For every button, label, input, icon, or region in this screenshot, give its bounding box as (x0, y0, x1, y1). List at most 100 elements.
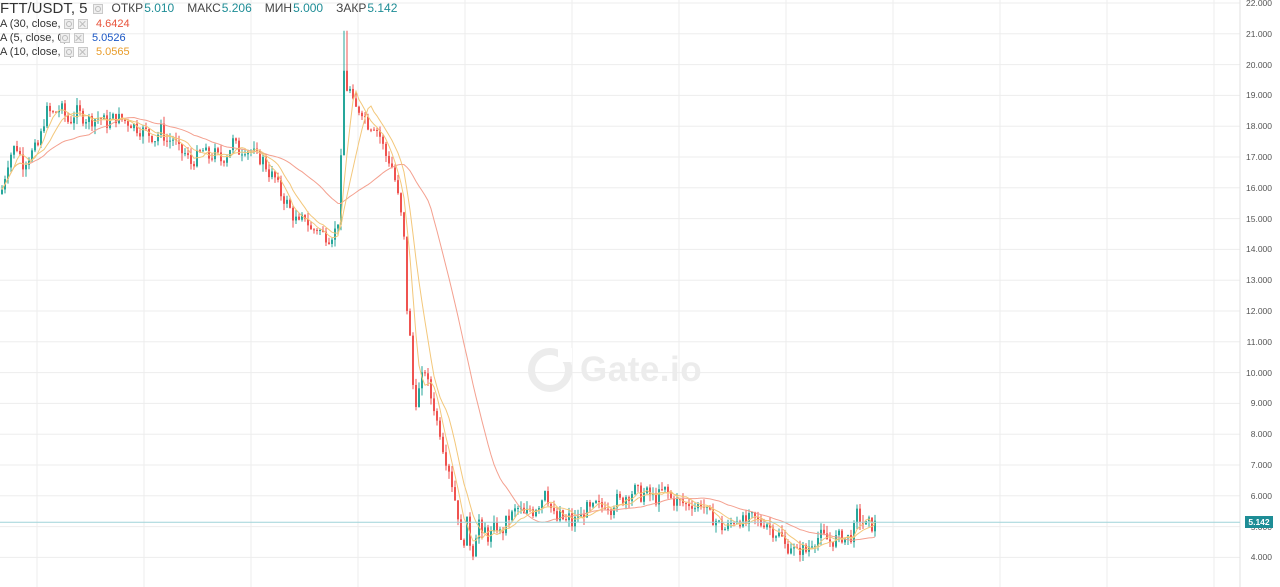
candle-body (265, 156, 267, 170)
candle-body (277, 177, 279, 180)
candle-body (136, 123, 138, 134)
candle-body (238, 140, 240, 155)
candle-body (673, 497, 675, 506)
ma10-remove-icon[interactable] (78, 47, 88, 57)
candle-body (853, 523, 855, 543)
candle-body (763, 525, 765, 528)
candle-body (49, 105, 51, 112)
candle-body (58, 110, 60, 113)
candle-body (391, 163, 393, 168)
candle-body (472, 545, 474, 557)
candle-body (427, 373, 429, 380)
y-tick-label: 20.000 (1246, 59, 1272, 70)
candle-body (598, 500, 600, 503)
candle-body (751, 512, 753, 514)
candle-body (370, 129, 372, 131)
candle-body (424, 372, 426, 374)
candle-body (13, 146, 15, 155)
candle-body (721, 520, 723, 531)
candle-body (94, 119, 96, 127)
candle-body (397, 180, 399, 194)
candle-body (154, 141, 156, 143)
candle-body (133, 123, 135, 129)
ma30-row: A (30, close, 0) 4.6424 (0, 17, 403, 31)
candle-body (802, 544, 804, 555)
candle-body (649, 487, 651, 496)
candle-body (271, 171, 273, 178)
candle-body (208, 147, 210, 159)
candle-body (712, 509, 714, 526)
candle-body (784, 536, 786, 544)
low-value: 5.000 (293, 1, 324, 15)
candle-body (778, 532, 780, 537)
candle-body (412, 335, 414, 385)
candle-body (838, 530, 840, 536)
high-label: МАКС (187, 1, 221, 15)
candle-body (106, 115, 108, 128)
candle-body (748, 513, 750, 524)
candle-body (799, 547, 801, 555)
candle-body (571, 513, 573, 527)
candle-body (442, 436, 444, 453)
candle-body (475, 538, 477, 557)
candle-body (715, 520, 717, 526)
chart-legend: FTT/USDT, 5 ОТКР 5.010 МАКС 5.206 МИН 5.000… (0, 0, 403, 59)
candle-body (301, 214, 303, 220)
candle-body (811, 546, 813, 548)
candle-body (418, 388, 420, 408)
candle-body (82, 110, 84, 124)
candle-body (7, 167, 9, 180)
candle-body (196, 150, 198, 167)
candle-body (313, 229, 315, 231)
candle-body (385, 143, 387, 156)
candle-body (874, 520, 876, 532)
candle-body (100, 117, 102, 119)
candle-body (841, 530, 843, 543)
candle-body (124, 119, 126, 121)
candle-body (769, 524, 771, 528)
ma30-settings-icon[interactable] (64, 19, 74, 29)
candle-body (331, 239, 333, 244)
candle-body (550, 503, 552, 508)
candle-body (505, 515, 507, 534)
ma5-value: 5.0526 (92, 32, 126, 44)
ma30-remove-icon[interactable] (78, 19, 88, 29)
candle-body (592, 502, 594, 507)
y-tick-label: 14.000 (1246, 244, 1272, 255)
candle-body (169, 140, 171, 142)
y-tick-label: 6.000 (1250, 490, 1272, 501)
candle-body (283, 196, 285, 204)
candle-body (733, 522, 735, 524)
candle-body (724, 529, 726, 531)
candle-body (346, 70, 348, 91)
y-tick-label: 21.000 (1246, 28, 1272, 39)
candle-body (112, 113, 114, 119)
candle-body (286, 199, 288, 204)
ma5-remove-icon[interactable] (74, 33, 84, 43)
candle-body (211, 158, 213, 160)
candle-body (31, 150, 33, 161)
candle-body (787, 543, 789, 554)
candle-body (352, 88, 354, 99)
settings-icon[interactable] (92, 3, 103, 14)
candle-body (526, 508, 528, 514)
y-tick-label: 9.000 (1250, 398, 1272, 409)
ma10-settings-icon[interactable] (64, 47, 74, 57)
candle-body (349, 88, 351, 91)
candle-body (244, 154, 246, 156)
candle-body (139, 133, 141, 137)
candle-body (511, 511, 513, 520)
candle-body (859, 508, 861, 523)
candle-body (379, 130, 381, 137)
candle-body (805, 544, 807, 552)
candle-body (865, 520, 867, 525)
candle-body (145, 127, 147, 129)
candle-body (496, 522, 498, 532)
ma5-settings-icon[interactable] (60, 33, 70, 43)
candle-body (577, 516, 579, 518)
candle-body (151, 135, 153, 142)
candle-body (655, 493, 657, 505)
candle-body (400, 193, 402, 213)
ma30-value: 4.6424 (96, 18, 130, 30)
